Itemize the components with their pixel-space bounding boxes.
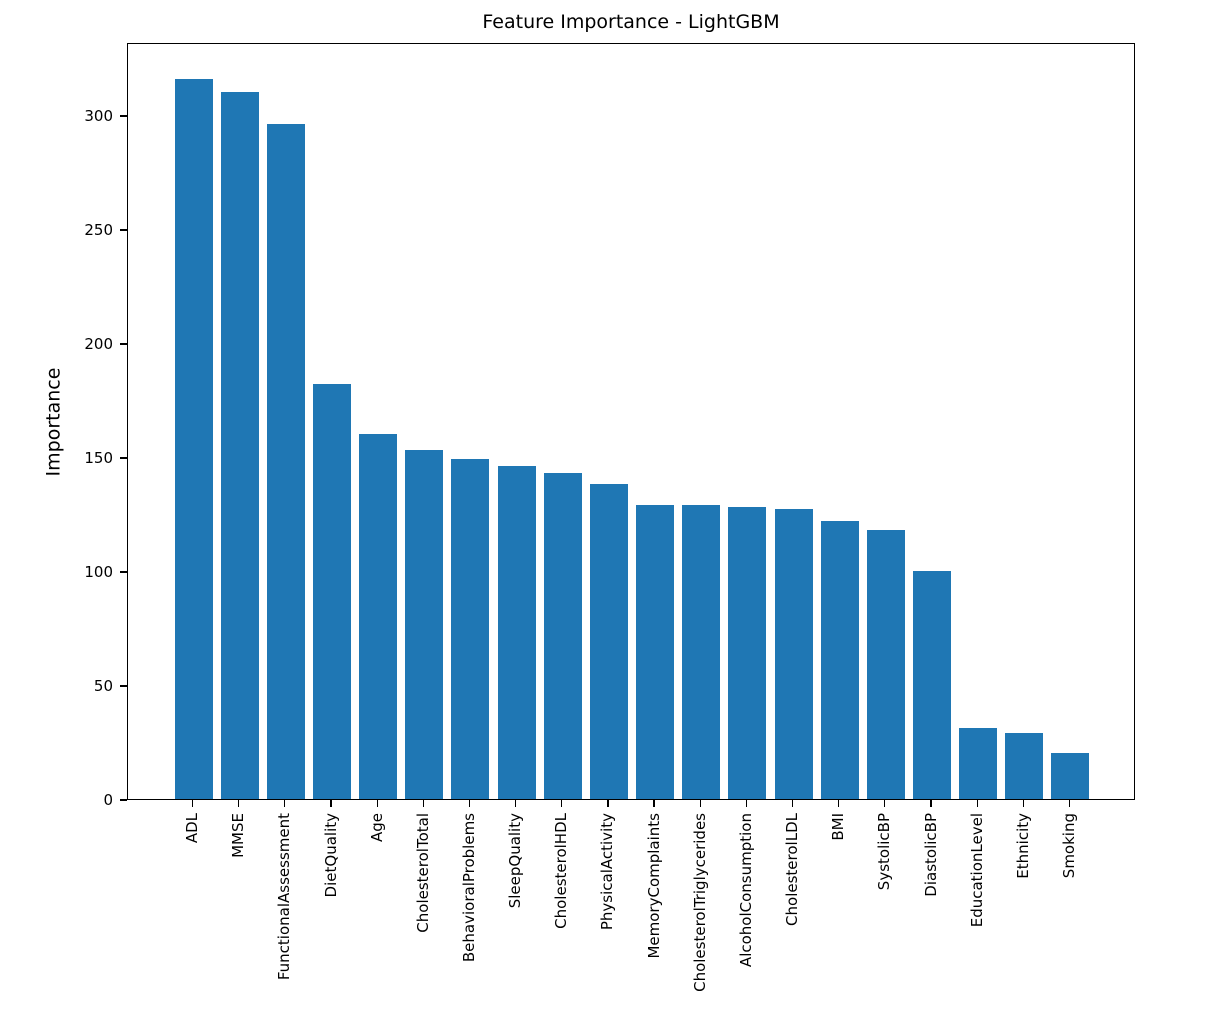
y-tick-label: 0 (103, 791, 113, 809)
bar-Ethnicity (1005, 732, 1044, 799)
x-tick-mark (745, 800, 748, 807)
x-tick-mark (607, 800, 609, 807)
x-tick-label: MemoryComplaints (644, 813, 663, 959)
x-tick-mark (376, 800, 378, 807)
x-tick-label: Ethnicity (1013, 813, 1032, 879)
plot-area (127, 43, 1135, 800)
x-tick-mark (514, 800, 517, 807)
x-tick-label: EducationLevel (967, 813, 986, 928)
x-tick-label: Smoking (1059, 813, 1078, 879)
y-tick-mark (120, 457, 127, 459)
bar-CholesterolTriglycerides (682, 504, 721, 799)
x-tick-mark (884, 800, 886, 807)
x-tick-label: PhysicalActivity (598, 813, 617, 931)
x-tick-mark (791, 800, 794, 807)
x-tick-label: CholesterolTriglycerides (690, 813, 709, 992)
x-tick-mark (1068, 800, 1071, 807)
y-tick-label: 100 (84, 562, 113, 581)
x-tick-mark (930, 800, 932, 807)
bar-Age (359, 434, 398, 799)
bar-CholesterolLDL (774, 509, 813, 799)
bar-PhysicalActivity (589, 484, 628, 799)
bar-EducationLevel (959, 728, 998, 799)
x-tick-label: SystolicBP (875, 813, 894, 891)
y-tick-label: 300 (84, 106, 113, 125)
x-tick-label: CholesterolLDL (783, 813, 802, 926)
y-tick-mark (120, 799, 127, 801)
x-tick-mark (699, 800, 701, 807)
y-tick-mark (120, 229, 127, 231)
x-tick-mark (561, 800, 563, 807)
bar-AlcoholConsumption (728, 507, 767, 799)
x-tick-label: AlcoholConsumption (736, 813, 755, 968)
x-tick-mark (330, 800, 332, 807)
x-tick-label: CholesterolHDL (552, 813, 571, 929)
y-tick-mark (120, 115, 127, 117)
x-tick-label: SleepQuality (506, 813, 525, 909)
chart-title: Feature Importance - LightGBM (482, 11, 780, 33)
x-tick-mark (653, 800, 655, 807)
x-tick-mark (191, 800, 194, 807)
y-tick-mark (120, 685, 127, 687)
x-tick-mark (422, 800, 424, 807)
bar-CholesterolHDL (543, 472, 582, 799)
x-tick-mark (976, 800, 978, 807)
x-tick-mark (838, 800, 840, 807)
bar-CholesterolTotal (405, 450, 444, 799)
x-tick-mark (238, 800, 240, 807)
y-tick-label: 200 (84, 334, 113, 353)
x-tick-label: FunctionalAssessment (275, 813, 294, 981)
y-tick-label: 250 (84, 220, 113, 239)
x-tick-label: BehavioralProblems (459, 813, 478, 963)
x-tick-mark (284, 800, 286, 807)
x-tick-label: DietQuality (321, 813, 340, 898)
bar-BMI (820, 520, 859, 799)
y-tick-mark (120, 343, 127, 345)
bar-SleepQuality (497, 466, 536, 799)
bar-BehavioralProblems (451, 459, 490, 799)
x-tick-label: CholesterolTotal (413, 813, 432, 933)
x-tick-mark (1022, 800, 1024, 807)
bar-FunctionalAssessment (266, 124, 305, 799)
bar-DiastolicBP (913, 571, 951, 799)
x-tick-mark (468, 800, 471, 807)
bar-SystolicBP (866, 529, 905, 799)
x-tick-label: ADL (183, 813, 202, 844)
x-tick-label: MMSE (229, 813, 248, 858)
x-tick-label: BMI (829, 813, 848, 841)
bar-DietQuality (313, 384, 351, 799)
y-tick-label: 50 (93, 676, 113, 695)
bar-Smoking (1051, 753, 1090, 799)
bar-MemoryComplaints (636, 504, 675, 799)
y-tick-label: 150 (84, 448, 113, 467)
bar-ADL (174, 78, 213, 799)
bar-MMSE (220, 92, 259, 799)
y-tick-mark (120, 571, 127, 573)
x-tick-label: DiastolicBP (921, 813, 940, 897)
x-tick-label: Age (367, 813, 386, 843)
